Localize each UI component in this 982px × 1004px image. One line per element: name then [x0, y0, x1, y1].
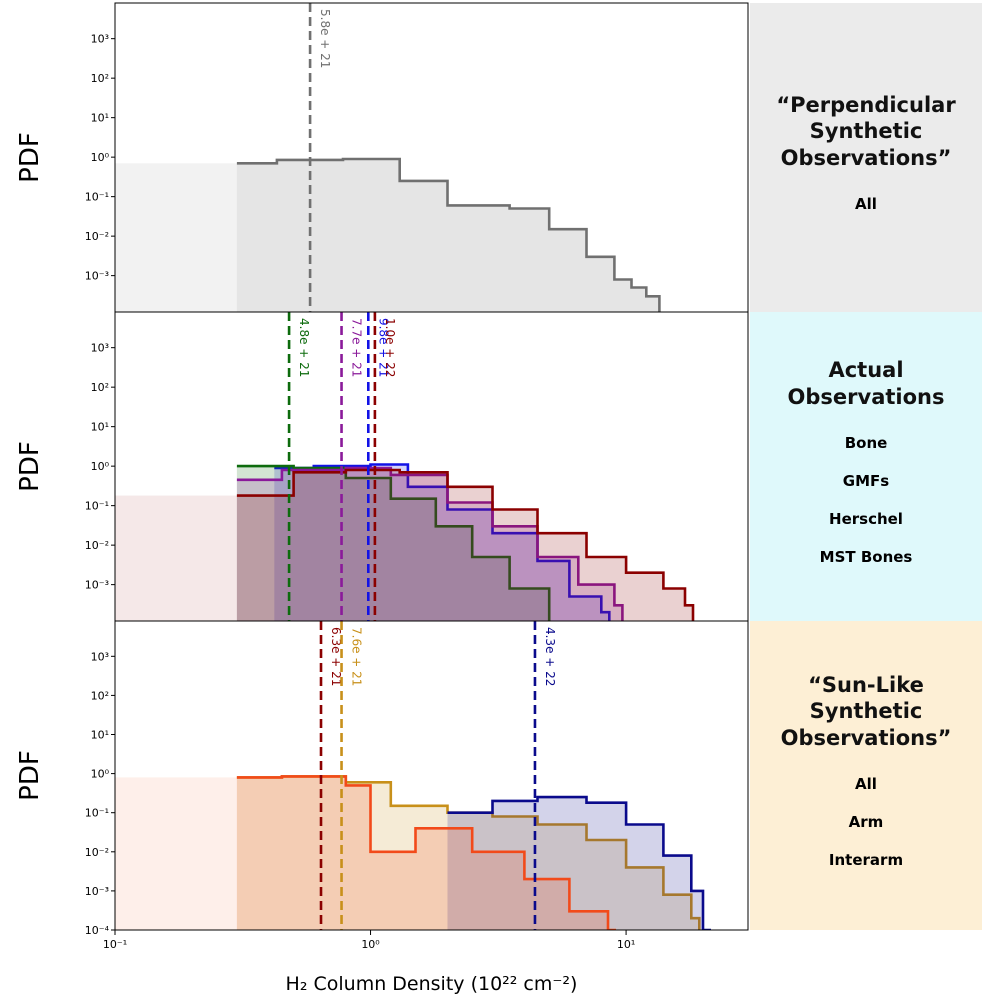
series-line	[236, 775, 616, 930]
legend-entry-bone: Bone	[844, 433, 888, 452]
y-tick-label: 10²	[91, 72, 109, 85]
median-label: 9.8e + 21	[376, 318, 390, 377]
legend-entry-herschel: Herschel	[829, 509, 903, 528]
legend-panel-sunlike: “Sun-Like Synthetic Observations” All Ar…	[750, 621, 982, 930]
median-label: 1.0e + 22	[383, 318, 397, 377]
series-line	[447, 795, 711, 930]
x-tick-label: 10¹	[617, 938, 635, 951]
series-fill	[236, 470, 693, 621]
median-label: 4.3e + 22	[543, 627, 557, 686]
y-tick-label: 10⁻²	[85, 846, 109, 859]
x-tick-label: 10⁻¹	[103, 938, 127, 951]
x-axis-label: H₂ Column Density (10²² cm⁻²)	[286, 973, 578, 995]
y-tick-label: 10⁻³	[85, 885, 109, 898]
x-tick-label: 10⁰	[361, 938, 380, 951]
y-tick-label: 10⁰	[91, 460, 110, 473]
series-line	[236, 157, 669, 312]
legend-entry-all: All	[855, 194, 877, 213]
y-tick-label: 10⁻³	[85, 579, 109, 592]
legend-panel-actual: Actual Observations Bone GMFs Herschel M…	[750, 312, 982, 621]
y-tick-label: 10³	[91, 33, 109, 46]
axes-frame	[114, 620, 749, 931]
y-tick-label: 10⁰	[91, 768, 110, 781]
median-label: 7.6e + 21	[350, 627, 364, 686]
legend-entry-gmfs: GMFs	[842, 471, 890, 490]
y-tick-label: 10³	[91, 342, 109, 355]
y-tick-label: 10⁻¹	[85, 807, 109, 820]
legend-panel-bg	[750, 312, 982, 621]
legend-panel-bg	[750, 3, 982, 312]
y-tick-label: 10⁰	[91, 151, 110, 164]
series-line	[236, 468, 695, 621]
median-label: 6.3e + 21	[329, 627, 343, 686]
y-tick-label: 10⁻²	[85, 539, 109, 552]
series-fill	[447, 797, 711, 930]
median-label: 4.8e + 21	[297, 318, 311, 377]
legend-title: Actual Observations	[787, 358, 945, 409]
legend-panel-perpendicular: “Perpendicular Synthetic Observations” A…	[750, 3, 982, 312]
series-fill	[236, 776, 616, 930]
plot-area	[115, 775, 711, 930]
y-tick-label: 10¹	[91, 729, 109, 742]
plot-area	[115, 157, 669, 312]
y-tick-label: 10⁻¹	[85, 500, 109, 513]
y-axis-label: PDF	[15, 132, 45, 183]
series-line	[236, 464, 559, 621]
y-axis-label: PDF	[15, 750, 45, 801]
legend-entry-mst-bones: MST Bones	[819, 547, 913, 566]
low-density-fill	[115, 777, 237, 930]
legend-entry-all: All	[855, 774, 877, 793]
y-axis-label: PDF	[15, 441, 45, 492]
median-label: 7.7e + 21	[350, 318, 364, 377]
y-tick-label: 10³	[91, 650, 109, 663]
series-fill	[274, 464, 610, 621]
series-fill	[236, 159, 668, 312]
series-fill	[236, 466, 558, 621]
legend-panel-bg	[750, 621, 982, 930]
legend-entry-arm: Arm	[848, 812, 884, 831]
low-density-fill	[115, 163, 237, 312]
y-tick-label: 10⁻²	[85, 230, 109, 243]
median-label: 5.8e + 21	[318, 9, 332, 68]
series-fill	[236, 776, 700, 930]
y-tick-label: 10⁻¹	[85, 191, 109, 204]
plot-area	[115, 463, 695, 621]
y-tick-label: 10⁻³	[85, 270, 109, 283]
y-tick-label: 10¹	[91, 421, 109, 434]
series-fill	[236, 468, 623, 621]
y-tick-label: 10¹	[91, 112, 109, 125]
legend-title: “Sun-Like Synthetic Observations”	[780, 673, 952, 750]
low-density-fill	[115, 495, 237, 621]
y-tick-label: 10²	[91, 689, 109, 702]
legend-entry-interarm: Interarm	[828, 850, 904, 869]
legend-title: “Perpendicular Synthetic Observations”	[776, 93, 956, 170]
y-tick-label: 10²	[91, 381, 109, 394]
y-tick-label: 10⁻⁴	[85, 924, 110, 937]
